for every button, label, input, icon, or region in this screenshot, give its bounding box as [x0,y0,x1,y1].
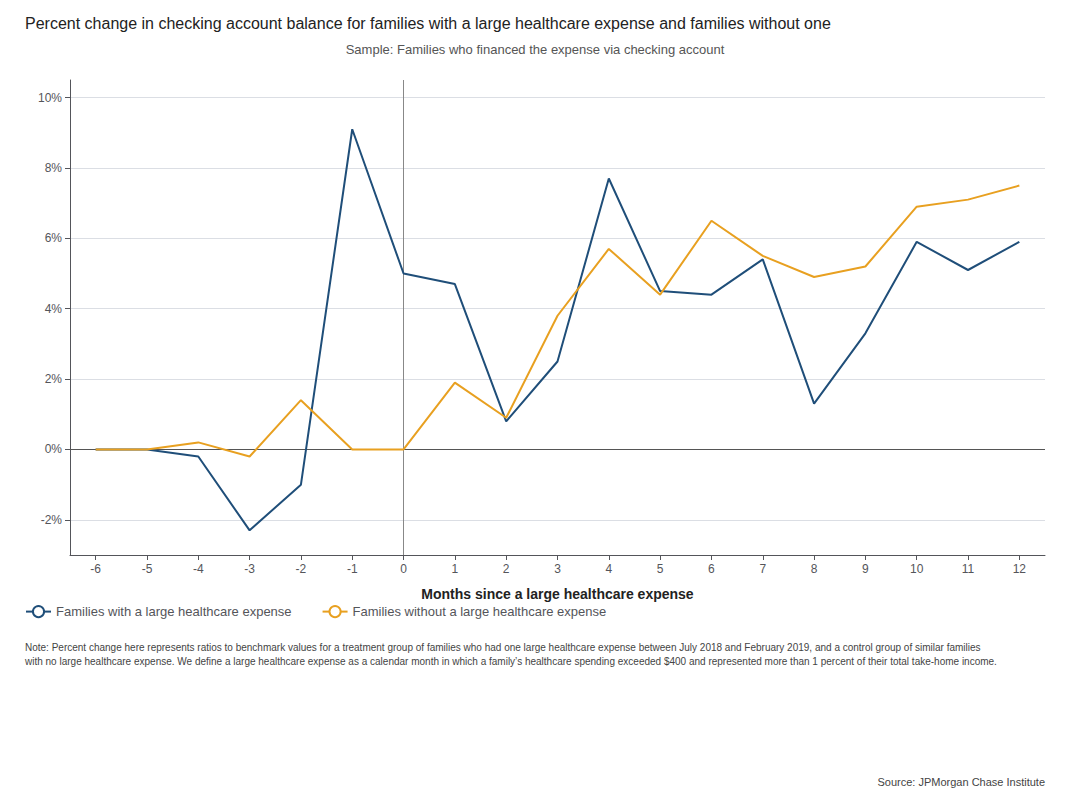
svg-text:4: 4 [605,562,612,576]
svg-text:2%: 2% [45,372,63,386]
svg-text:Months since a large healthcar: Months since a large healthcare expense [421,586,694,602]
svg-text:6: 6 [708,562,715,576]
svg-text:-1: -1 [347,562,358,576]
svg-text:8: 8 [811,562,818,576]
svg-text:-4: -4 [193,562,204,576]
svg-text:with no large healthcare expen: with no large healthcare expense. We def… [24,656,997,667]
svg-text:-6: -6 [90,562,101,576]
svg-text:3: 3 [554,562,561,576]
svg-text:Percent change in checking acc: Percent change in checking account balan… [25,15,831,32]
svg-text:2: 2 [503,562,510,576]
svg-text:4%: 4% [45,302,63,316]
svg-text:0: 0 [400,562,407,576]
svg-text:0%: 0% [45,442,63,456]
svg-text:-2%: -2% [41,513,63,527]
svg-text:10%: 10% [38,91,62,105]
svg-text:Note: Percent change here repr: Note: Percent change here represents rat… [25,642,981,653]
svg-text:Source: JPMorgan Chase Institu: Source: JPMorgan Chase Institute [877,776,1045,788]
svg-text:10: 10 [910,562,924,576]
svg-text:-5: -5 [142,562,153,576]
svg-text:-2: -2 [296,562,307,576]
svg-text:Sample: Families who financed: Sample: Families who financed the expens… [346,42,725,57]
svg-text:12: 12 [1013,562,1027,576]
svg-text:8%: 8% [45,161,63,175]
svg-text:9: 9 [862,562,869,576]
svg-text:Families without a large healt: Families without a large healthcare expe… [353,604,607,619]
svg-text:1: 1 [452,562,459,576]
svg-text:5: 5 [657,562,664,576]
svg-text:-3: -3 [244,562,255,576]
svg-text:11: 11 [962,562,975,576]
svg-text:6%: 6% [45,231,63,245]
svg-text:7: 7 [759,562,766,576]
svg-text:Families with a large healthca: Families with a large healthcare expense [56,604,292,619]
